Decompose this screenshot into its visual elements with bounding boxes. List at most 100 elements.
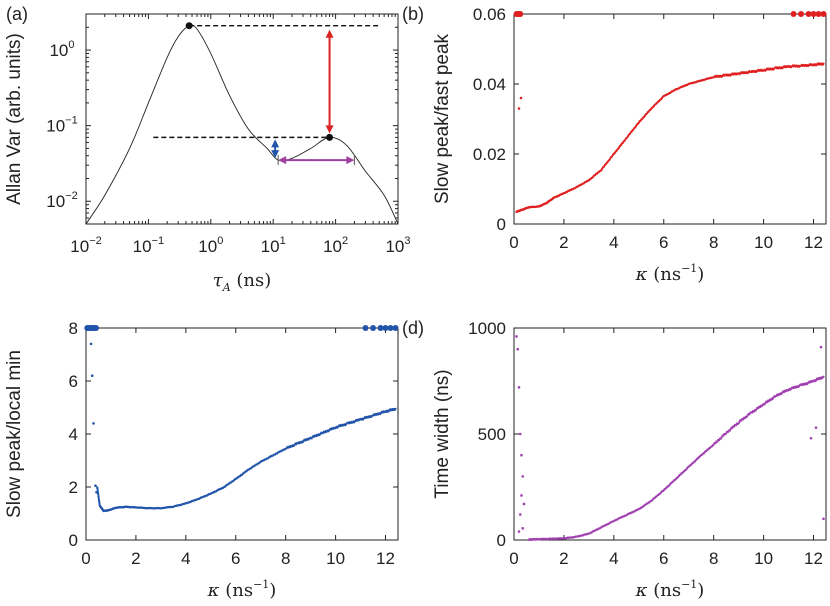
x-tick-label: 10 [326,549,345,568]
plot-frame [513,327,827,541]
panel-d: 0 2 4 6 8 10 12 0 500 1000 (d) Time width (ns) κ (ns… [402,318,827,601]
data-point [822,62,825,65]
x-tick-label: 4 [609,549,618,568]
y-tick-label: 0 [497,215,506,234]
plot-frame [85,13,399,225]
outlier-point [95,491,98,494]
outlier-point [522,502,526,506]
x-tick-label: 12 [376,549,395,568]
ratio-arrow-head [325,29,334,38]
outlier-point [516,347,520,351]
y-tick-label: 10−1 [46,115,77,136]
x-axis-label: τA (ns) [213,270,272,294]
data-point [96,488,99,491]
data-point [734,424,738,427]
data-point [822,375,825,378]
data-point [733,425,736,428]
x-tick-label: 4 [181,549,190,568]
x-tick-label: 6 [659,549,668,568]
y-tick-label: 1000 [468,319,506,338]
x-tick-label: 103 [385,235,410,256]
y-axis-label: Allan Var (arb. units) [4,33,25,205]
x-axis-label: κ (ns−1) [635,262,705,285]
x-tick-label: 8 [709,549,718,568]
data-point [716,440,719,443]
width-arrow-head [346,156,355,165]
data-point [97,496,100,499]
outlier-point [94,484,97,487]
data-point [98,500,101,503]
saturated-point [815,11,822,17]
x-tick-label: 0 [509,233,518,252]
saturated-point [370,325,377,331]
panel-label: (b) [402,4,424,24]
x-tick-label: 8 [281,549,290,568]
x-tick-label: 101 [261,235,286,256]
saturated-point [382,325,389,331]
x-tick-label: 12 [804,549,823,568]
x-tick-label: 2 [131,549,140,568]
x-tick-label: 2 [559,549,568,568]
data-point [717,439,721,442]
y-axis-label: Time width (ns) [432,369,453,498]
y-tick-label: 0 [69,531,78,550]
outlier-point [521,527,525,530]
allan-variance-line [85,24,399,225]
data-point [719,437,722,440]
y-axis-label: Slow peak/local min [4,350,25,518]
x-tick-label: 0 [81,549,90,568]
panel-label: (d) [402,318,424,338]
y-tick-label: 0 [497,531,506,550]
x-tick-label: 6 [231,549,240,568]
y-tick-label: 0.06 [473,5,506,24]
panel-b: 0 2 4 6 8 10 12 0 0.02 0.04 0.06 (b) Slow peak/fast … [402,4,827,285]
y-tick-label: 0.02 [473,145,506,164]
outlier-point [819,345,823,349]
outlier-point [520,453,523,457]
outlier-point [520,494,523,497]
saturated-point [517,11,524,17]
x-tick-label: 12 [804,233,823,252]
data-point [394,407,397,410]
outlier-point [519,96,523,100]
saturated-point [798,11,805,17]
local-min-arrow-head [271,150,280,159]
saturated-point [790,11,797,17]
y-axis-label: Slow peak/fast peak [432,33,453,204]
x-tick-label: 102 [323,235,348,256]
saturated-point [362,325,369,331]
y-tick-label: 6 [69,372,78,391]
data-point [731,426,734,429]
width-arrow-head [278,156,287,165]
outlier-point [92,422,95,425]
outlier-point [515,335,518,338]
x-axis-label: κ (ns−1) [635,578,705,601]
data-point [729,428,732,431]
outlier-point [814,426,818,429]
panel-label: (a) [6,4,28,24]
y-tick-label: 10−2 [46,190,77,211]
outlier-point [809,436,813,440]
y-tick-label: 100 [49,39,74,60]
x-tick-label: 0 [509,549,518,568]
x-tick-label: 10 [754,549,773,568]
saturated-point [805,11,812,17]
fast-peak-marker [185,22,193,30]
data-point [725,432,728,435]
y-tick-label: 8 [69,319,78,338]
y-tick-label: 0.04 [473,75,506,94]
data-point [720,436,723,439]
outlier-point [517,107,521,110]
y-tick-label: 500 [478,425,506,444]
y-tick-label: 4 [69,425,78,444]
x-tick-label: 100 [198,235,223,256]
data-point [712,443,715,446]
data-point [714,442,717,445]
outlier-point [90,374,94,378]
y-tick-label: 2 [69,478,78,497]
saturated-point [810,11,817,17]
plot-frame [513,13,827,225]
outlier-point [521,475,525,478]
saturated-point [377,325,384,331]
